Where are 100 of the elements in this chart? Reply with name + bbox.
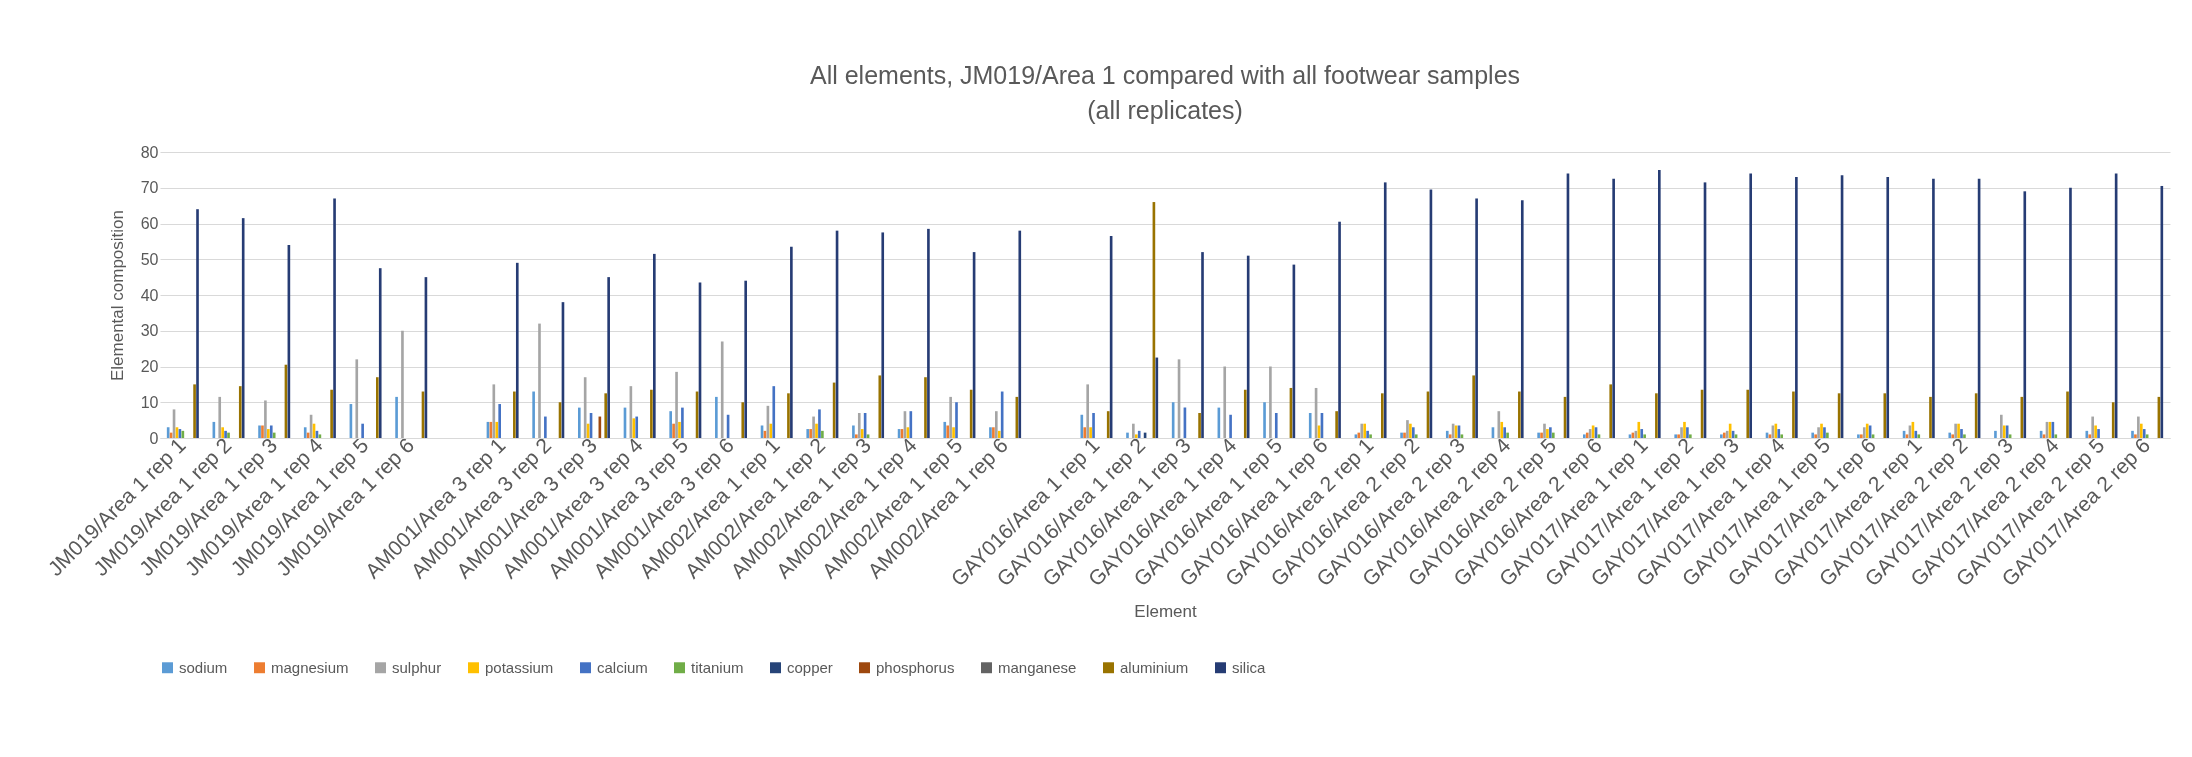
bar xyxy=(2091,416,2094,438)
bar xyxy=(787,393,790,438)
bar xyxy=(1689,434,1692,438)
bar xyxy=(1335,411,1338,438)
bar xyxy=(790,246,793,438)
bar xyxy=(495,421,499,438)
bar xyxy=(333,198,336,438)
bar xyxy=(1543,423,1546,438)
bar xyxy=(1686,427,1689,438)
bar xyxy=(1795,177,1798,438)
y-tick-label: 60 xyxy=(140,215,159,232)
bar xyxy=(818,409,821,438)
bar xyxy=(924,377,927,438)
bar xyxy=(1380,393,1384,438)
bar xyxy=(678,421,681,438)
bar xyxy=(955,402,958,438)
bar xyxy=(2054,434,2058,438)
bar xyxy=(378,268,382,438)
bar xyxy=(927,228,930,438)
bar xyxy=(1518,391,1521,438)
bar xyxy=(1506,432,1509,438)
bar xyxy=(1960,429,1963,438)
legend-label: phosphorus xyxy=(876,658,955,676)
bar xyxy=(1414,434,1418,438)
bar xyxy=(1475,198,1478,438)
bar xyxy=(538,323,541,438)
bar xyxy=(1223,366,1227,438)
bar xyxy=(852,425,855,438)
y-tick-label: 80 xyxy=(140,143,159,161)
bar xyxy=(193,384,196,438)
bar xyxy=(821,430,824,438)
bar xyxy=(1000,391,1004,438)
bar xyxy=(909,411,913,438)
bar xyxy=(1137,430,1141,438)
bar xyxy=(375,377,379,438)
bar xyxy=(720,341,724,438)
bar xyxy=(1817,427,1820,438)
chart-subtitle: (all replicates) xyxy=(1087,96,1243,124)
bar xyxy=(1198,412,1201,438)
bar xyxy=(1018,230,1022,438)
bar xyxy=(2137,416,2140,438)
bar xyxy=(1680,427,1683,438)
bar xyxy=(269,425,273,438)
bar xyxy=(1826,432,1829,438)
legend-label: sodium xyxy=(179,658,228,676)
legend-label: sulphur xyxy=(392,658,442,676)
bar xyxy=(681,407,684,438)
bar xyxy=(1500,421,1504,438)
bar xyxy=(1746,389,1750,438)
bar xyxy=(2069,187,2072,438)
y-tick-label: 10 xyxy=(140,393,159,411)
y-axis-title: Elemental composition xyxy=(107,209,127,382)
bar xyxy=(1132,423,1135,438)
bar xyxy=(1080,414,1084,438)
bar xyxy=(401,330,404,438)
bar xyxy=(2139,423,2143,438)
y-tick-label: 0 xyxy=(149,429,159,447)
bar xyxy=(1448,434,1452,438)
bar xyxy=(994,411,998,438)
bar xyxy=(1792,391,1795,438)
bar xyxy=(1274,412,1278,438)
bar xyxy=(952,427,955,438)
bar xyxy=(672,423,675,438)
bar xyxy=(513,391,516,438)
y-tick-label: 20 xyxy=(140,358,159,375)
bar xyxy=(604,393,608,438)
bar xyxy=(264,400,267,438)
bar xyxy=(943,421,947,438)
bar xyxy=(669,411,672,438)
bar xyxy=(1994,430,1997,438)
bar xyxy=(1229,414,1232,438)
bar xyxy=(1655,393,1658,438)
y-tick-label: 70 xyxy=(140,179,159,197)
x-axis-title: Element xyxy=(1134,602,1197,622)
bar xyxy=(1823,427,1826,438)
bar xyxy=(1658,169,1661,438)
bar xyxy=(1445,430,1449,438)
bar xyxy=(532,391,535,438)
bar xyxy=(881,232,885,438)
bar xyxy=(878,375,882,438)
bar xyxy=(1106,411,1110,438)
bar xyxy=(238,386,242,438)
bar xyxy=(2142,429,2146,438)
bar xyxy=(2131,430,2134,438)
legend-label: copper xyxy=(787,658,833,676)
y-tick-label: 30 xyxy=(140,322,159,340)
bar xyxy=(1092,412,1095,438)
bar xyxy=(772,386,776,438)
bar xyxy=(2134,434,2137,438)
y-tick-label: 40 xyxy=(140,286,159,304)
bar xyxy=(2023,191,2027,438)
bar xyxy=(1503,427,1506,438)
bar xyxy=(1263,402,1266,438)
bar xyxy=(1383,182,1387,438)
bar xyxy=(650,389,653,438)
bar xyxy=(303,427,307,438)
bar xyxy=(741,402,745,438)
bar xyxy=(946,425,950,438)
bar xyxy=(1472,375,1475,438)
bar xyxy=(1932,178,1935,438)
